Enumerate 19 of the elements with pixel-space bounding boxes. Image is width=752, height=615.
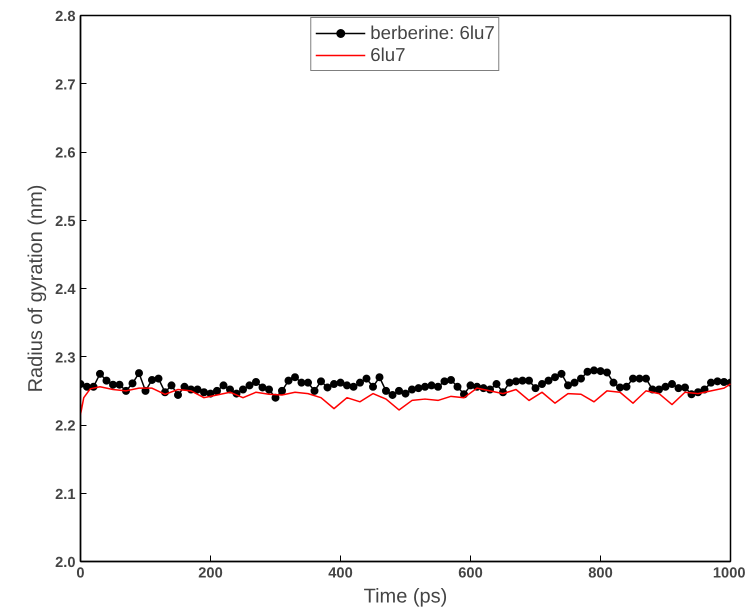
x-tick-label: 800 [588, 566, 613, 582]
x-tick-label: 1000 [712, 566, 746, 582]
y-tick-label: 2.4 [55, 282, 76, 298]
x-tick-label: 0 [76, 566, 85, 582]
y-axis-title: Radius of gyration (nm) [25, 184, 48, 392]
x-tick-label: 400 [328, 566, 353, 582]
y-tick-label: 2.5 [55, 214, 76, 230]
y-tick-label: 2.2 [55, 418, 76, 434]
y-tick-label: 2.6 [55, 146, 76, 162]
x-tick-label: 200 [198, 566, 223, 582]
y-tick-label: 2.7 [55, 77, 76, 94]
x-axis-title: Time (ps) [364, 586, 448, 608]
y-tick-label: 2.3 [55, 350, 76, 366]
legend-label: berberine: 6lu7 [370, 22, 495, 44]
y-tick-label: 2.0 [55, 555, 76, 571]
x-tick-label: 600 [458, 566, 483, 582]
legend-label: 6lu7 [370, 44, 406, 66]
y-tick-label: 2.1 [55, 486, 76, 503]
y-tick-label: 2.8 [55, 9, 76, 25]
